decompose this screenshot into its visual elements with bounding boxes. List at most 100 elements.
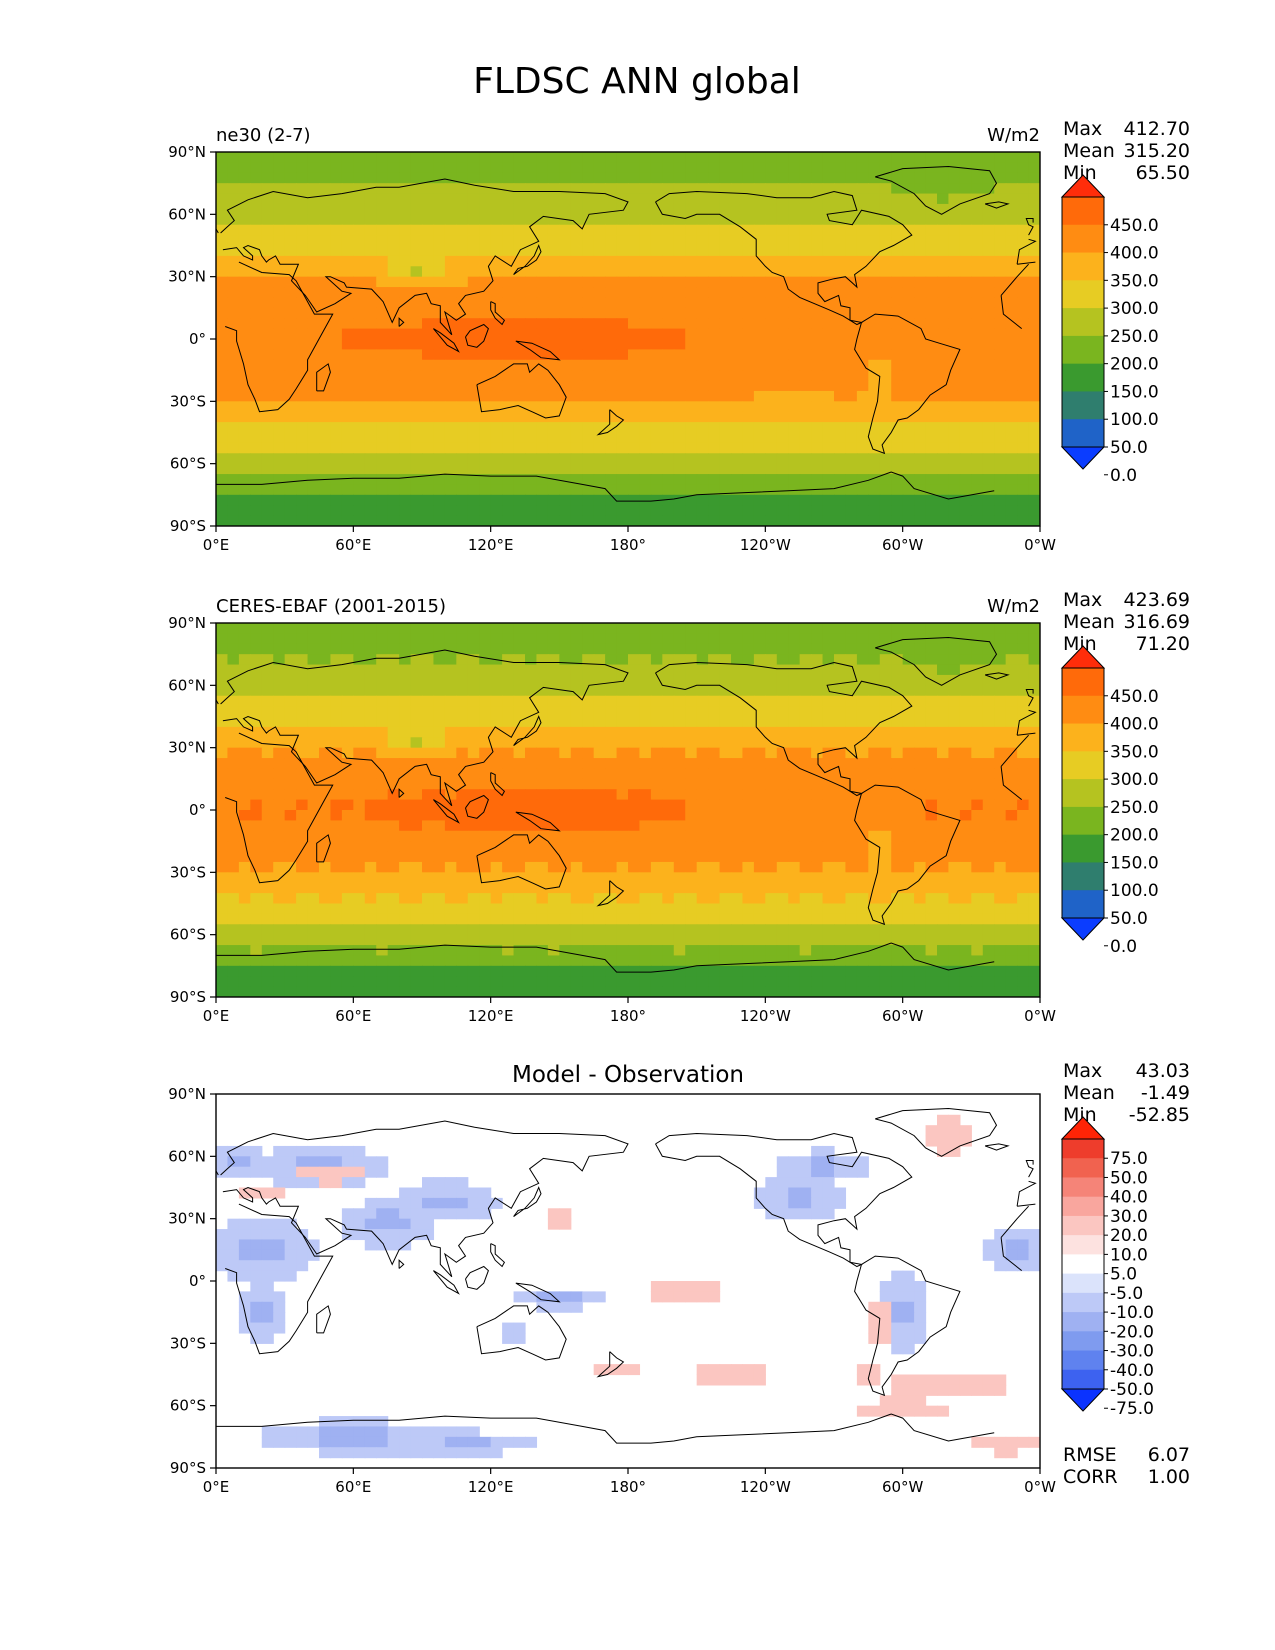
field-cell: [937, 463, 950, 475]
field-cell: [811, 882, 824, 894]
field-cell: [891, 789, 904, 801]
field-cell: [937, 474, 950, 486]
field-cell: [444, 432, 457, 444]
coastline: [220, 178, 1037, 336]
field-cell: [708, 830, 721, 842]
field-cell: [547, 903, 560, 915]
field-cell: [788, 768, 801, 780]
field-cell: [788, 214, 801, 226]
field-cell: [296, 214, 309, 226]
field-cell: [364, 214, 377, 226]
field-cell: [1005, 494, 1018, 506]
field-cell: [216, 674, 229, 686]
field-cell: [731, 505, 744, 517]
field-cell: [273, 945, 286, 957]
field-cell: [513, 778, 526, 790]
field-cell: [937, 830, 950, 842]
field-cell: [753, 726, 766, 738]
field-cell: [719, 633, 732, 645]
field-cell: [982, 830, 995, 842]
field-cell: [753, 339, 766, 350]
field-cell: [296, 893, 309, 905]
field-cell: [948, 737, 961, 749]
field-cell: [536, 623, 549, 634]
field-cell: [982, 643, 995, 655]
field-cell: [238, 193, 251, 205]
field-cell: [742, 494, 755, 506]
field-cell: [444, 643, 457, 655]
field-cell: [502, 276, 515, 288]
field-cell: [227, 380, 240, 392]
field-cell: [547, 203, 560, 215]
field-cell: [788, 235, 801, 247]
field-cell: [696, 214, 709, 226]
field-cell: [467, 276, 480, 288]
field-cell: [868, 422, 881, 434]
field-cell: [822, 685, 835, 697]
field-cell: [387, 674, 400, 686]
field-cell: [845, 359, 858, 371]
field-cell: [788, 799, 801, 811]
field-cell: [879, 339, 892, 350]
field-cell: [250, 318, 263, 330]
field-cell: [1028, 276, 1040, 288]
field-cell: [433, 297, 446, 309]
field-cell: [559, 432, 572, 444]
field-cell: [753, 359, 766, 371]
field-cell: [1017, 685, 1030, 697]
field-cell: [547, 297, 560, 309]
field-cell: [822, 484, 835, 496]
field-cell: [914, 203, 927, 215]
field-cell: [616, 505, 629, 517]
field-cell: [410, 339, 423, 350]
field-cell: [284, 380, 297, 392]
field-cell: [547, 778, 560, 790]
field-cell: [776, 183, 789, 195]
field-cell: [605, 224, 618, 236]
field-cell: [891, 737, 904, 749]
field-cell: [891, 453, 904, 465]
field-cell: [914, 872, 927, 884]
field-cell: [959, 861, 972, 873]
field-cell: [1028, 820, 1040, 832]
field-cell: [742, 255, 755, 267]
field-cell: [376, 934, 389, 946]
field-cell: [799, 799, 812, 811]
field-cell: [742, 768, 755, 780]
field-cell: [479, 924, 492, 936]
field-cell: [628, 882, 641, 894]
field-cell: [307, 422, 320, 434]
field-cell: [261, 276, 274, 288]
field-cell: [879, 162, 892, 174]
field-cell: [250, 955, 263, 967]
field-cell: [422, 453, 435, 465]
field-cell: [696, 432, 709, 444]
field-cell: [628, 203, 641, 215]
field-cell: [856, 359, 869, 371]
field-cell: [582, 893, 595, 905]
field-cell: [284, 349, 297, 361]
field-cell: [490, 913, 503, 925]
field-cell: [753, 453, 766, 465]
field-cell: [216, 390, 229, 402]
field-cell: [250, 453, 263, 465]
field-cell: [376, 841, 389, 853]
field-cell: [490, 830, 503, 842]
field-cell: [788, 789, 801, 801]
field-cell: [364, 851, 377, 863]
field-cell: [673, 224, 686, 236]
field-cell: [650, 747, 663, 759]
field-cell: [650, 685, 663, 697]
field-cell: [982, 494, 995, 506]
field-cell: [1005, 830, 1018, 842]
field-cell: [502, 474, 515, 486]
field-cell: [536, 778, 549, 790]
field-cell: [822, 726, 835, 738]
field-cell: [685, 913, 698, 925]
field-cell: [776, 224, 789, 236]
field-cell: [799, 778, 812, 790]
field-cell: [536, 245, 549, 257]
field-cell: [284, 474, 297, 486]
field-cell: [433, 390, 446, 402]
field-cell: [227, 370, 240, 382]
